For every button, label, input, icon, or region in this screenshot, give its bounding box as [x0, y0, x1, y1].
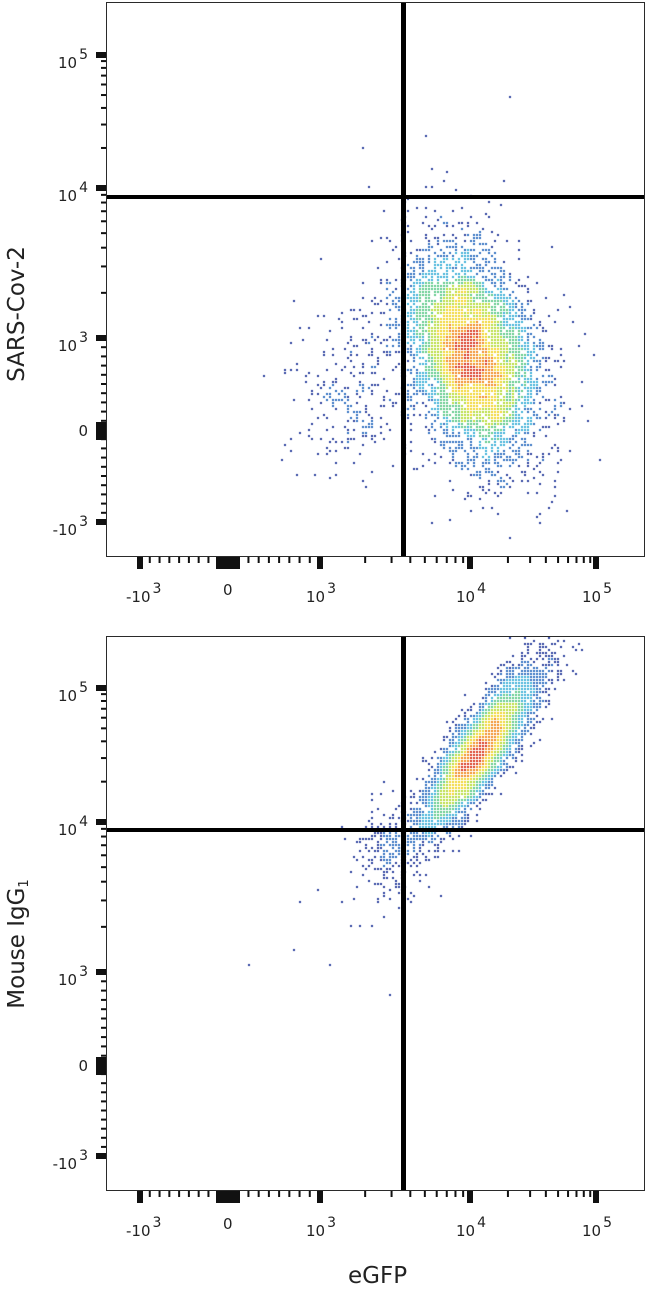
- tick-label: 10 4: [57, 180, 88, 205]
- tick-label: 10 5: [57, 680, 88, 705]
- tick-label: 10 4: [57, 814, 88, 839]
- tick-label: -10 3: [52, 1148, 88, 1173]
- tick-label: -10 3: [126, 1215, 162, 1240]
- plot-area: [106, 636, 646, 1192]
- tick-label: 10 3: [306, 1215, 337, 1240]
- tick-label: -10 3: [126, 581, 162, 606]
- tick-label: 10 4: [456, 581, 487, 606]
- tick-label: 10 5: [582, 581, 613, 606]
- tick-label: 0: [223, 1215, 233, 1233]
- panel-mouse-igg1: Mouse IgG1 10 5 10 4 10 3 0 -10 3 -10 3 0 10 3 10 4 10 5: [0, 0, 650, 1240]
- tick-label: 0: [78, 1057, 88, 1075]
- quadrant-gate-horizontal[interactable]: [107, 828, 644, 832]
- tick-label: 10 3: [57, 964, 88, 989]
- tick-label: 10 4: [456, 1215, 487, 1240]
- x-axis-label: eGFP: [348, 1263, 408, 1289]
- tick-label: 0: [78, 422, 88, 440]
- density-scatter: [107, 637, 646, 1192]
- quadrant-gate-vertical[interactable]: [401, 637, 406, 1190]
- tick-label: 0: [223, 581, 233, 599]
- tick-label: 10 5: [582, 1215, 613, 1240]
- quadrant-gate-vertical[interactable]: [401, 3, 406, 556]
- tick-label: 10 3: [306, 581, 337, 606]
- tick-label: 10 5: [57, 47, 88, 72]
- quadrant-gate-horizontal[interactable]: [107, 195, 644, 199]
- plot-area: [106, 2, 646, 558]
- axis-ticks: [96, 52, 599, 569]
- density-scatter: [107, 3, 646, 558]
- tick-label: -10 3: [52, 514, 88, 539]
- panel-sars-cov-2: SARS-Cov-2 10 5 10 4 10 3 0 -10 3 -10 3 0 10 3 10 4 10 5: [0, 0, 650, 636]
- tick-label: 10 3: [57, 330, 88, 355]
